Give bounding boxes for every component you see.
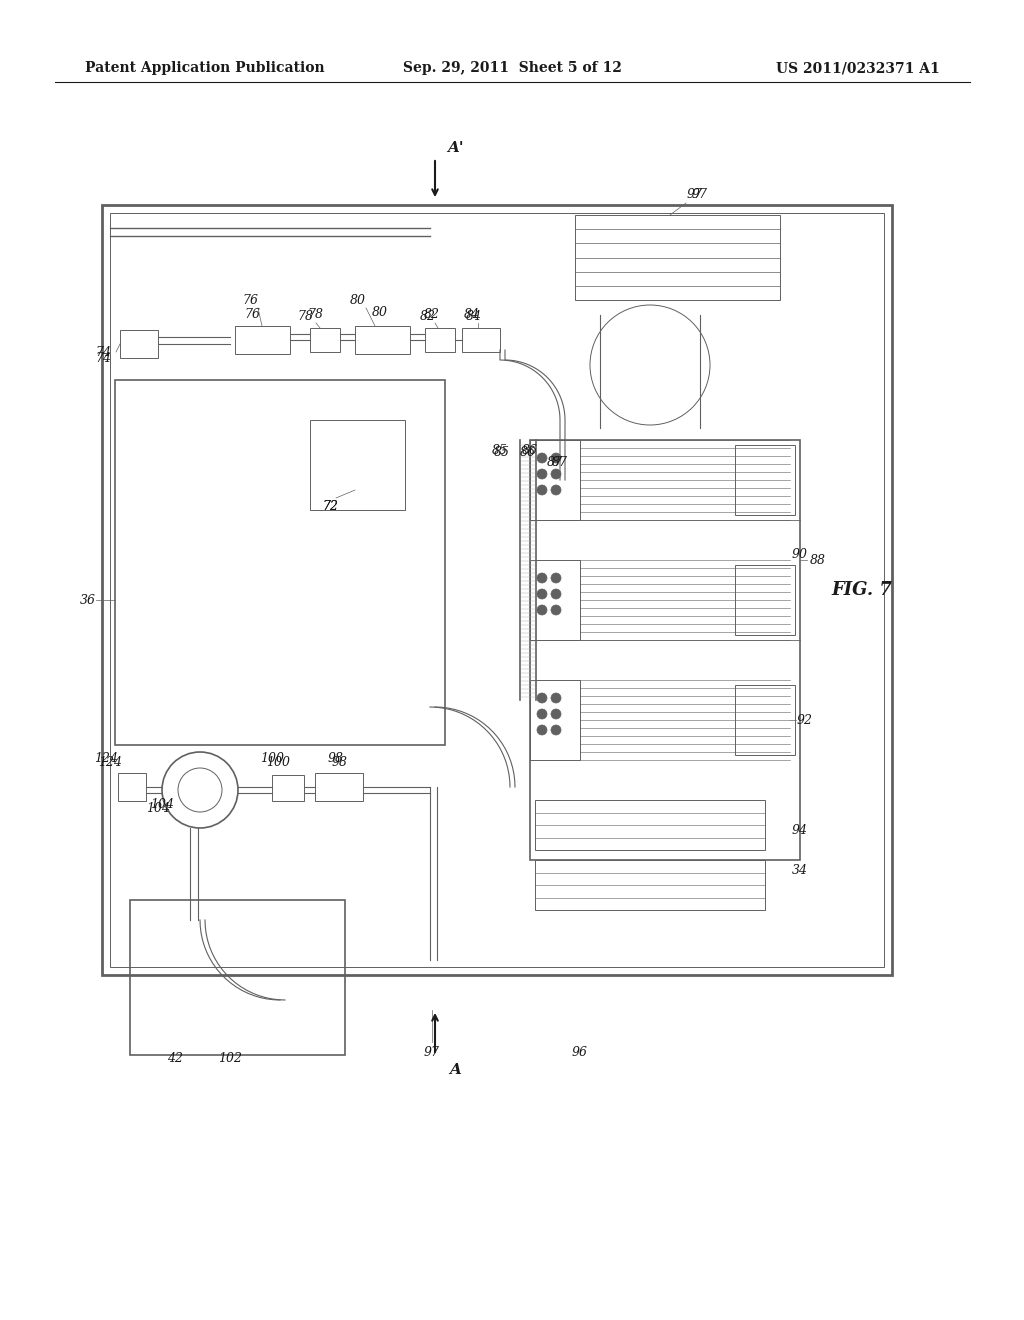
Bar	[110, 213, 884, 968]
Text: 74: 74	[95, 351, 111, 364]
Text: 104: 104	[150, 799, 174, 812]
Text: A: A	[450, 1063, 461, 1077]
Bar	[102, 205, 892, 975]
Bar	[530, 440, 580, 520]
Text: 85: 85	[494, 446, 510, 458]
Circle shape	[551, 605, 561, 615]
Text: 90: 90	[792, 549, 808, 561]
Text: 97: 97	[424, 1045, 440, 1059]
Circle shape	[551, 573, 561, 583]
Text: 124: 124	[94, 751, 118, 764]
Bar	[735, 445, 795, 515]
Text: 124: 124	[98, 755, 122, 768]
Text: 82: 82	[424, 309, 440, 322]
Text: 98: 98	[332, 755, 348, 768]
Circle shape	[551, 589, 561, 599]
Circle shape	[551, 453, 561, 463]
Bar	[530, 560, 580, 640]
Text: 86: 86	[522, 444, 538, 457]
Text: 97: 97	[687, 189, 703, 202]
Text: 96: 96	[572, 1045, 588, 1059]
Text: 34: 34	[792, 863, 808, 876]
Text: 100: 100	[266, 755, 290, 768]
Text: 78: 78	[307, 309, 323, 322]
Circle shape	[551, 484, 561, 495]
Circle shape	[537, 469, 547, 479]
Circle shape	[537, 605, 547, 615]
Text: 42: 42	[167, 1052, 183, 1064]
Text: 86: 86	[520, 446, 536, 458]
Text: 36: 36	[80, 594, 96, 606]
Circle shape	[551, 469, 561, 479]
Bar	[130, 900, 345, 1055]
Text: 87: 87	[552, 455, 568, 469]
Bar	[355, 326, 410, 354]
Text: US 2011/0232371 A1: US 2011/0232371 A1	[776, 61, 940, 75]
Bar	[535, 861, 765, 909]
Text: 80: 80	[372, 305, 388, 318]
Text: 72: 72	[322, 499, 338, 512]
Bar	[535, 800, 765, 850]
Text: 74: 74	[95, 346, 111, 359]
Bar	[272, 775, 304, 801]
Circle shape	[537, 484, 547, 495]
Text: FIG. 7: FIG. 7	[831, 581, 893, 599]
Bar	[315, 774, 362, 801]
Bar	[530, 440, 800, 861]
Text: 76: 76	[242, 293, 258, 306]
Bar	[575, 215, 780, 300]
Text: 85: 85	[492, 444, 508, 457]
Bar	[115, 380, 445, 744]
Bar	[425, 327, 455, 352]
Text: 98: 98	[328, 751, 344, 764]
Circle shape	[537, 693, 547, 704]
Text: Patent Application Publication: Patent Application Publication	[85, 61, 325, 75]
Text: 76: 76	[244, 309, 260, 322]
Text: 88: 88	[810, 553, 826, 566]
Bar	[310, 420, 406, 510]
Text: 94: 94	[792, 824, 808, 837]
Text: 87: 87	[547, 455, 563, 469]
Bar	[118, 774, 146, 801]
Bar	[310, 327, 340, 352]
Text: 92: 92	[797, 714, 813, 726]
Bar	[530, 680, 580, 760]
Text: 80: 80	[350, 293, 366, 306]
Text: 84: 84	[464, 309, 480, 322]
Text: 72: 72	[322, 499, 338, 512]
Bar	[120, 330, 158, 358]
Circle shape	[537, 589, 547, 599]
Bar	[735, 685, 795, 755]
Text: 78: 78	[297, 309, 313, 322]
Text: 82: 82	[420, 309, 436, 322]
Circle shape	[537, 725, 547, 735]
Circle shape	[537, 709, 547, 719]
Text: A': A'	[446, 141, 463, 154]
Circle shape	[537, 573, 547, 583]
Circle shape	[551, 725, 561, 735]
Bar	[234, 326, 290, 354]
Bar	[735, 565, 795, 635]
Circle shape	[551, 709, 561, 719]
Text: 97: 97	[692, 189, 708, 202]
Circle shape	[537, 453, 547, 463]
Text: 100: 100	[260, 751, 284, 764]
Text: Sep. 29, 2011  Sheet 5 of 12: Sep. 29, 2011 Sheet 5 of 12	[402, 61, 622, 75]
Circle shape	[551, 693, 561, 704]
Text: 102: 102	[218, 1052, 242, 1064]
Text: 84: 84	[466, 309, 482, 322]
Bar	[462, 327, 500, 352]
Text: 104: 104	[146, 801, 170, 814]
